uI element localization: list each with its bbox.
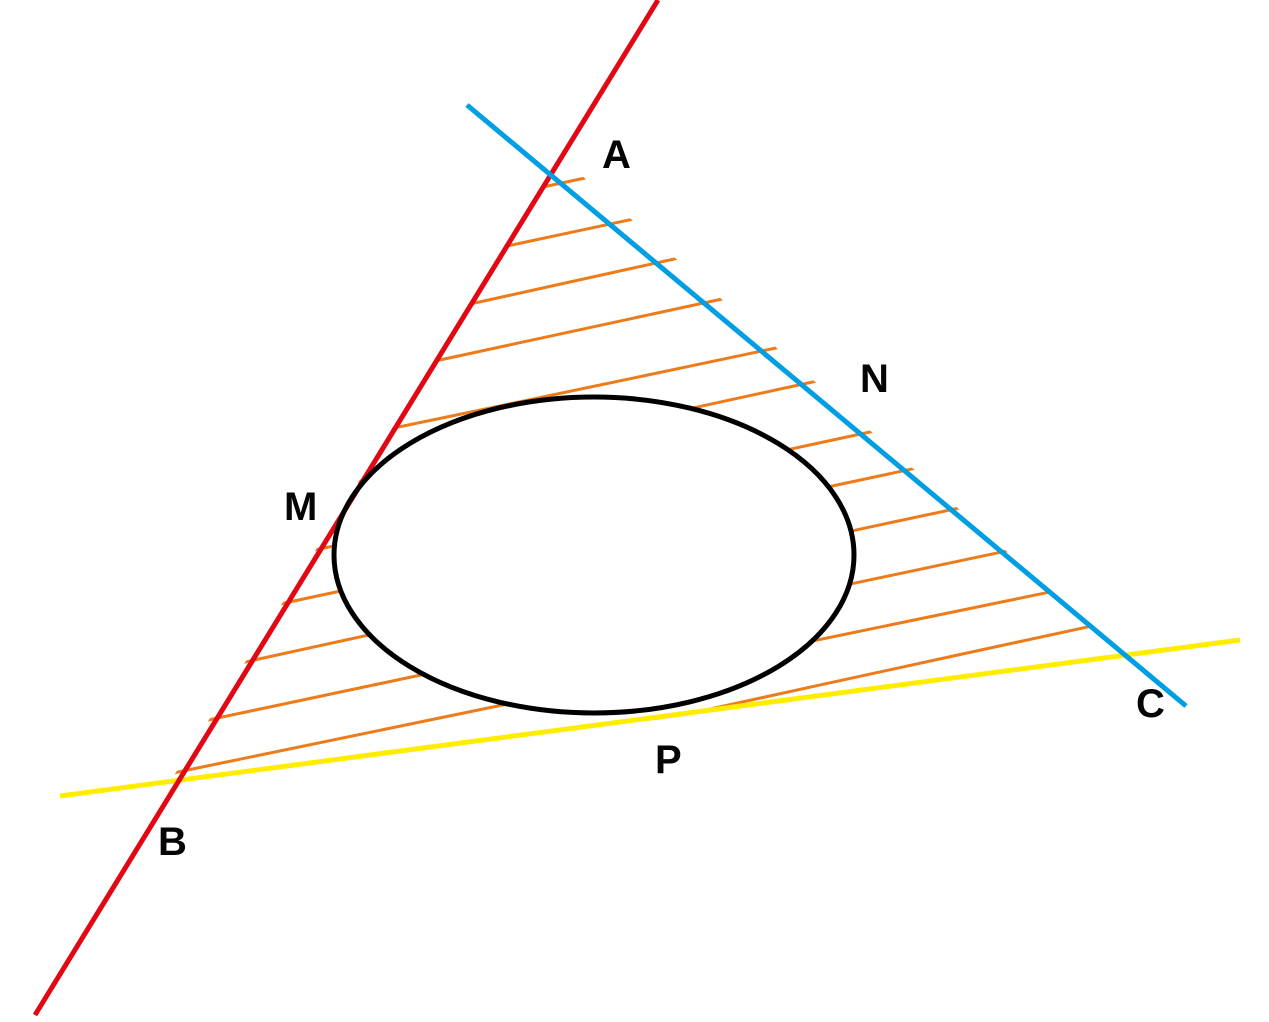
label-m: M: [284, 485, 317, 529]
diagram-canvas: A B C M N P: [0, 0, 1269, 1022]
label-b: B: [158, 820, 187, 864]
line-bc-yellow: [60, 640, 1240, 796]
label-c: C: [1136, 682, 1165, 726]
inscribed-ellipse: [334, 397, 854, 713]
hatch-fill: [0, 0, 1269, 1022]
label-a: A: [602, 133, 631, 177]
label-p: P: [655, 738, 682, 782]
label-n: N: [860, 357, 889, 401]
line-ac-blue: [467, 105, 1186, 706]
